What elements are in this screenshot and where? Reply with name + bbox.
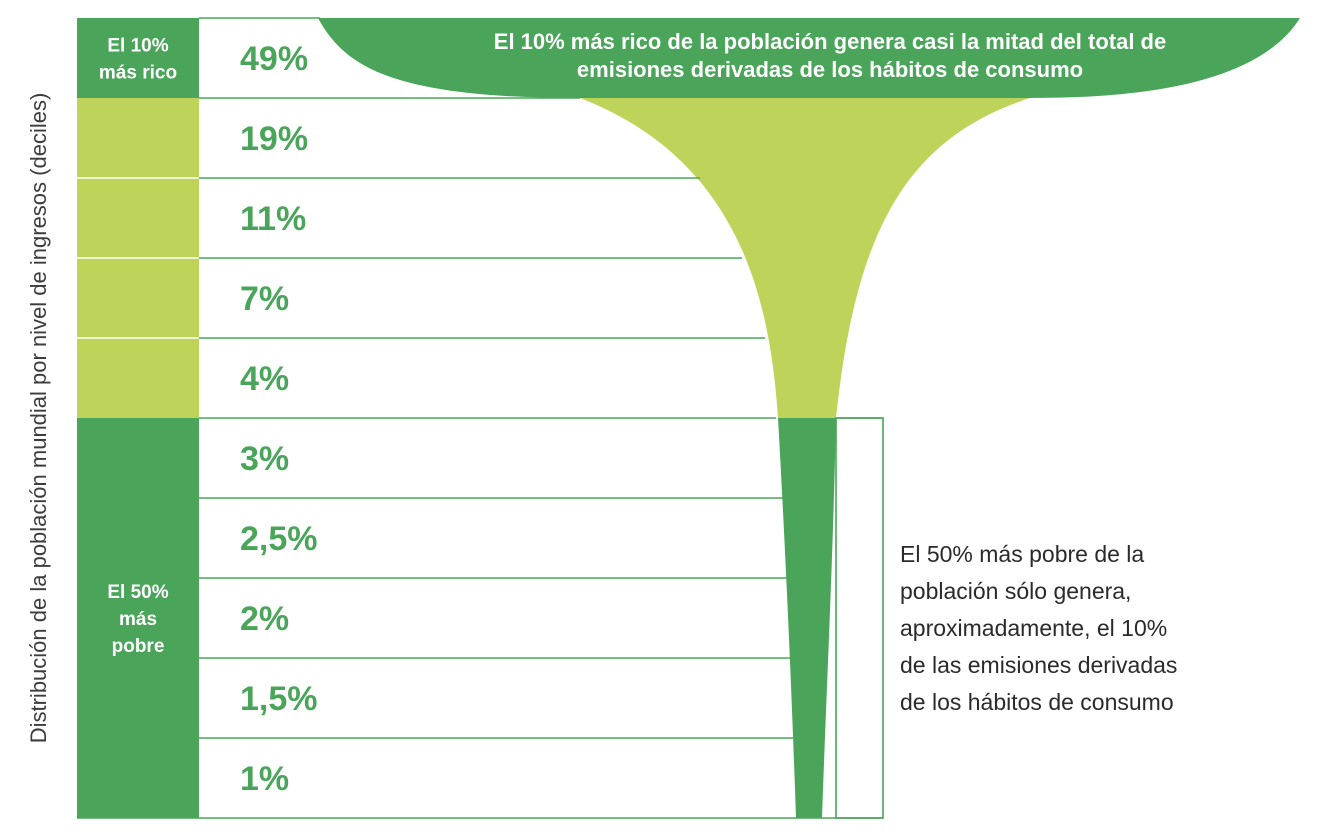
value-label: 3% bbox=[240, 440, 289, 478]
value-label: 19% bbox=[240, 120, 308, 158]
value-label: 2% bbox=[240, 600, 289, 638]
value-label: 1% bbox=[240, 760, 289, 798]
group-label: El 10% bbox=[107, 36, 168, 57]
value-label: 7% bbox=[240, 280, 289, 318]
value-label: 49% bbox=[240, 40, 308, 78]
funnel-stem bbox=[778, 418, 836, 818]
value-label: 11% bbox=[240, 200, 306, 238]
value-label: 4% bbox=[240, 360, 289, 398]
funnel-middle bbox=[580, 98, 1030, 418]
group-label: El 50% bbox=[107, 582, 168, 603]
value-label: 2,5% bbox=[240, 520, 318, 558]
value-label: 1,5% bbox=[240, 680, 318, 718]
group-label: pobre bbox=[112, 636, 165, 657]
poor-half-frame bbox=[835, 417, 884, 819]
side-annotation: El 50% más pobre de la población sólo ge… bbox=[900, 541, 1178, 715]
funnel-top bbox=[318, 18, 1300, 98]
top-annotation: El 10% más rico de la población genera c… bbox=[493, 29, 1167, 82]
y-axis-label: Distribución de la población mundial por… bbox=[26, 93, 51, 744]
group-label: más rico bbox=[99, 63, 177, 84]
group-band bbox=[77, 18, 199, 98]
group-band bbox=[77, 418, 199, 818]
group-label: más bbox=[119, 609, 157, 630]
